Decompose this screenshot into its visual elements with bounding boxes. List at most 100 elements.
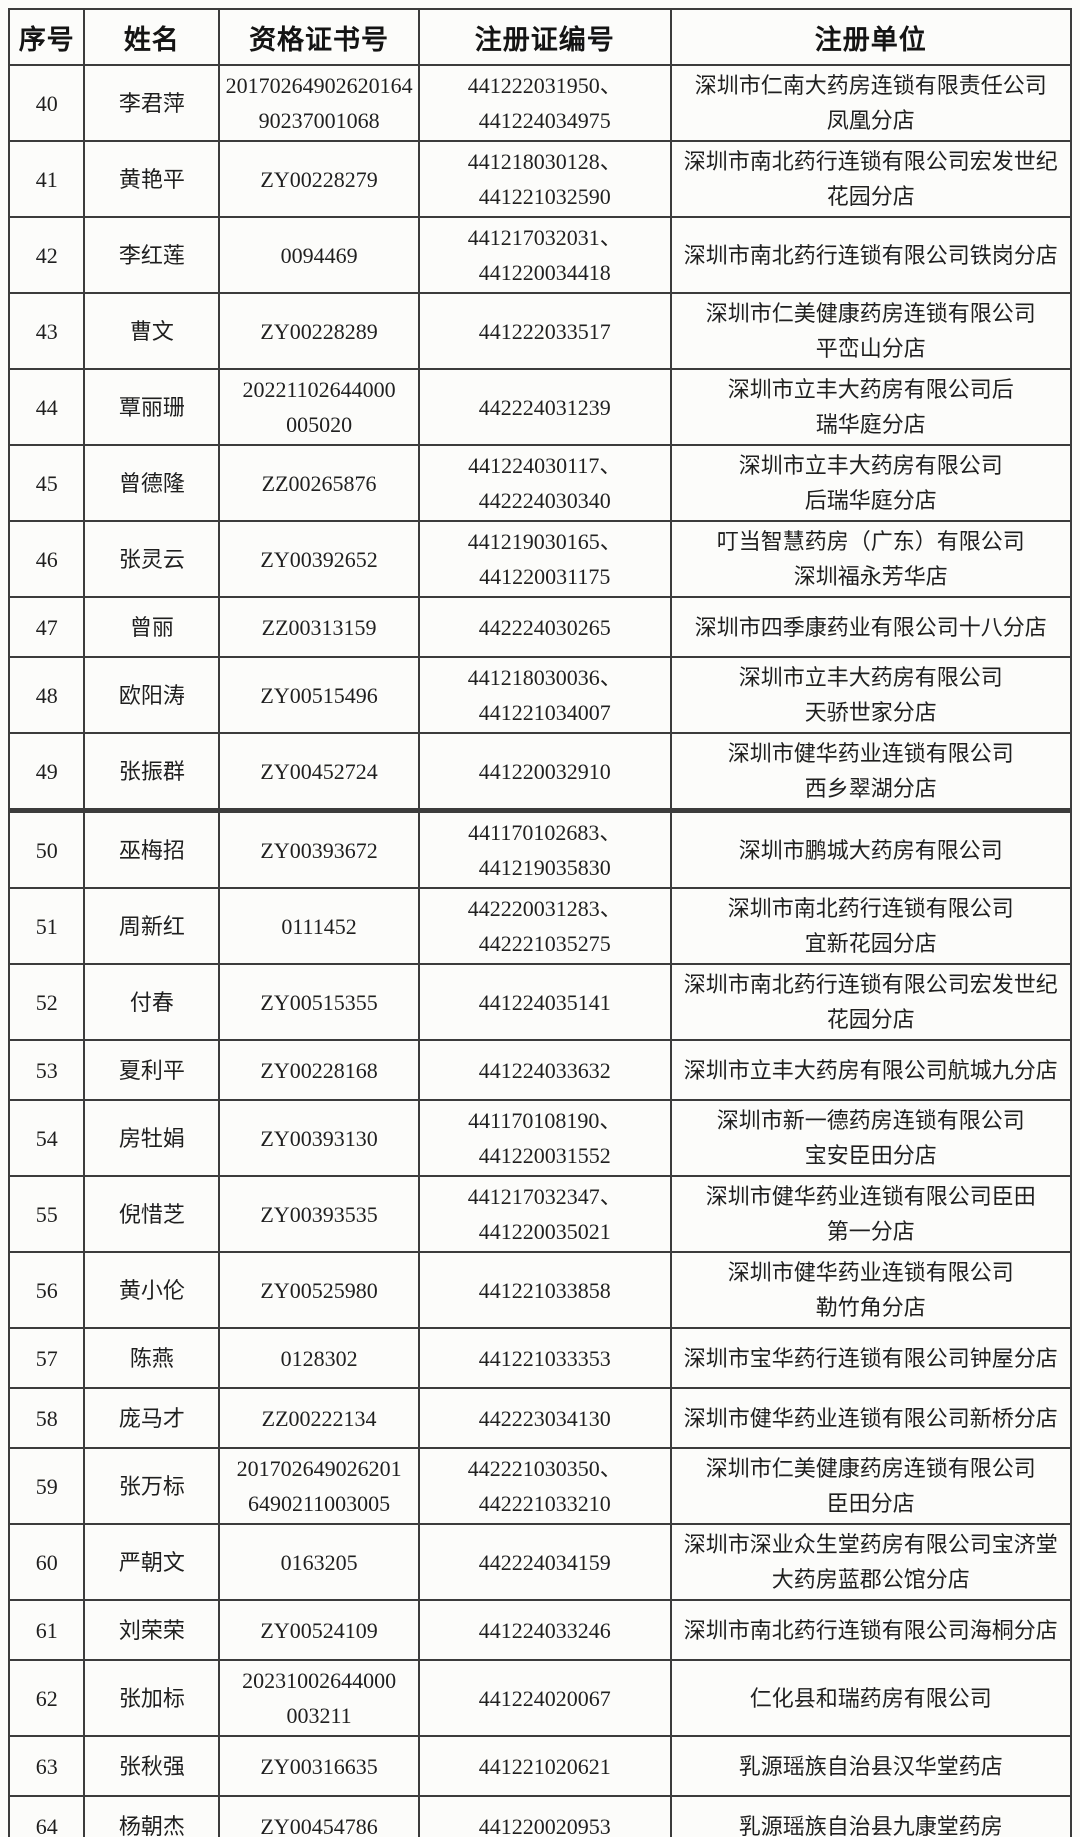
cell-text-line: 003211 bbox=[286, 1703, 352, 1728]
cell-text-line: 宝安臣田分店 bbox=[804, 1143, 937, 1168]
cell-serial-number: 46 bbox=[7, 520, 86, 598]
cell-name: 张万标 bbox=[83, 1447, 221, 1525]
cell-registration-number: 442224030265 bbox=[417, 596, 672, 658]
cell-registration-unit: 深圳市仁美健康药房连锁有限公司 平峦山分店 bbox=[669, 292, 1073, 370]
cell-text-line: 后瑞华庭分店 bbox=[804, 488, 937, 513]
table-row: 55 倪惜芝 ZY00393535 441217032347、 441220035021… bbox=[7, 1175, 1073, 1253]
cell-text-line: 59 bbox=[35, 1473, 58, 1499]
cell-text-line: 张加标 bbox=[118, 1685, 185, 1711]
cell-text-line: ZY00392652 bbox=[260, 546, 378, 572]
cell-text-line: 付春 bbox=[129, 989, 174, 1015]
cell-text-line: 深圳市南北药行连锁有限公司海桐分店 bbox=[683, 1617, 1058, 1643]
cell-registration-unit: 深圳市南北药行连锁有限公司海桐分店 bbox=[669, 1599, 1073, 1661]
table-row: 61 刘荣荣 ZY00524109 441224033246 深圳市南北药行连锁有限公司… bbox=[7, 1599, 1073, 1661]
cell-text-line: 441221034007 bbox=[478, 700, 611, 725]
cell-text-line: 40 bbox=[35, 90, 58, 116]
cell-name: 欧阳涛 bbox=[83, 656, 221, 734]
cell-serial-number: 48 bbox=[7, 656, 86, 734]
cell-certificate-number: ZY00228289 bbox=[218, 292, 420, 370]
cell-text-line: 庞马才 bbox=[118, 1405, 185, 1431]
table-row: 58 庞马才 ZZ00222134 442223034130 深圳市健华药业连锁有限公司… bbox=[7, 1387, 1073, 1449]
cell-registration-unit: 深圳市健华药业连锁有限公司 勒竹角分店 bbox=[669, 1251, 1073, 1329]
cell-text-line: ZY00393130 bbox=[260, 1125, 378, 1151]
cell-serial-number: 45 bbox=[7, 444, 86, 522]
cell-serial-number: 40 bbox=[7, 64, 86, 142]
cell-name: 张秋强 bbox=[83, 1735, 221, 1797]
cell-text-line: 441220031552 bbox=[478, 1143, 611, 1168]
cell-text-line: 442223034130 bbox=[478, 1405, 611, 1431]
cell-text-line: 441217032031、 bbox=[467, 225, 622, 250]
cell-registration-number: 441218030036、 441221034007 bbox=[417, 656, 672, 734]
cell-name: 曹文 bbox=[83, 292, 221, 370]
cell-registration-number: 441220020953 bbox=[417, 1795, 672, 1837]
cell-certificate-number: 0111452 bbox=[218, 887, 420, 965]
cell-text-line: 凤凰分店 bbox=[826, 108, 915, 133]
cell-text-line: 442220031283、 bbox=[467, 896, 622, 921]
cell-text-line: 黄小伦 bbox=[118, 1277, 185, 1303]
cell-text-line: 房牡娟 bbox=[118, 1125, 185, 1151]
cell-serial-number: 47 bbox=[7, 596, 86, 658]
cell-text-line: 曾丽 bbox=[129, 614, 174, 640]
cell-registration-unit: 深圳市立丰大药房有限公司后瑞华庭分店 bbox=[669, 368, 1073, 446]
cell-serial-number: 52 bbox=[7, 963, 86, 1041]
table-row: 60 严朝文 0163205 442224034159 深圳市深业众生堂药房有限公司宝济… bbox=[7, 1523, 1073, 1601]
cell-certificate-number: ZY00393130 bbox=[218, 1099, 420, 1177]
cell-serial-number: 62 bbox=[7, 1659, 86, 1737]
cell-registration-number: 442224031239 bbox=[417, 368, 672, 446]
cell-registration-unit: 仁化县和瑞药房有限公司 bbox=[669, 1659, 1073, 1737]
cell-text-line: 441220034418 bbox=[478, 260, 611, 285]
column-header-3: 注册证编号 bbox=[417, 8, 672, 66]
cell-registration-number: 441224030117、 442224030340 bbox=[417, 444, 672, 522]
cell-text-line: 60 bbox=[35, 1549, 58, 1575]
cell-text-line: 45 bbox=[35, 470, 58, 496]
cell-text-line: ZZ00265876 bbox=[261, 470, 377, 496]
cell-name: 曾丽 bbox=[83, 596, 221, 658]
cell-text-line: 严朝文 bbox=[118, 1549, 185, 1575]
cell-text-line: 曾德隆 bbox=[118, 470, 185, 496]
table-row: 42 李红莲 0094469 441217032031、 441220034418 深圳市… bbox=[7, 216, 1073, 294]
cell-registration-number: 441219030165、 441220031175 bbox=[417, 520, 672, 598]
cell-text-line: 20221102644000 bbox=[242, 377, 396, 402]
table-row: 47 曾丽 ZZ00313159 442224030265 深圳市四季康药业有限公司十八… bbox=[7, 596, 1073, 658]
cell-text-line: 441220035021 bbox=[478, 1219, 611, 1244]
cell-text-line: ZZ00222134 bbox=[261, 1405, 377, 1431]
cell-text-line: 442224031239 bbox=[478, 394, 611, 420]
cell-text-line: 6490211003005 bbox=[247, 1491, 391, 1516]
cell-text-line: ZY00515496 bbox=[260, 682, 378, 708]
cell-text-line: 41 bbox=[35, 166, 58, 192]
cell-certificate-number: 20170264902620164 90237001068 bbox=[218, 64, 420, 142]
cell-certificate-number: 20231002644000 003211 bbox=[218, 1659, 420, 1737]
cell-registration-unit: 深圳市鹏城大药房有限公司 bbox=[669, 809, 1073, 889]
cell-name: 严朝文 bbox=[83, 1523, 221, 1601]
cell-text-line: 52 bbox=[35, 989, 58, 1015]
cell-text-line: 64 bbox=[35, 1813, 58, 1837]
cell-registration-number: 441224020067 bbox=[417, 1659, 672, 1737]
cell-name: 夏利平 bbox=[83, 1039, 221, 1101]
cell-serial-number: 42 bbox=[7, 216, 86, 294]
cell-text-line: 覃丽珊 bbox=[118, 394, 185, 420]
cell-text-line: 杨朝杰 bbox=[118, 1813, 185, 1837]
cell-registration-number: 441222031950、 441224034975 bbox=[417, 64, 672, 142]
cell-text-line: 瑞华庭分店 bbox=[815, 412, 926, 437]
cell-serial-number: 60 bbox=[7, 1523, 86, 1601]
cell-serial-number: 41 bbox=[7, 140, 86, 218]
table-row: 41 黄艳平 ZY00228279 441218030128、 441221032590… bbox=[7, 140, 1073, 218]
cell-text-line: 深圳市南北药行连锁有限公司铁岗分店 bbox=[683, 242, 1058, 268]
column-header-4: 注册单位 bbox=[669, 8, 1073, 66]
cell-text-line: 56 bbox=[35, 1277, 58, 1303]
cell-registration-number: 441170108190、 441220031552 bbox=[417, 1099, 672, 1177]
cell-text-line: ZY00525980 bbox=[260, 1277, 378, 1303]
cell-certificate-number: 0128302 bbox=[218, 1327, 420, 1389]
cell-registration-unit: 深圳市立丰大药房有限公司航城九分店 bbox=[669, 1039, 1073, 1101]
cell-name: 房牡娟 bbox=[83, 1099, 221, 1177]
cell-certificate-number: 20221102644000 005020 bbox=[218, 368, 420, 446]
cell-text-line: 441224034975 bbox=[478, 108, 611, 133]
cell-name: 庞马才 bbox=[83, 1387, 221, 1449]
table-row: 45 曾德隆 ZZ00265876 441224030117、 442224030340… bbox=[7, 444, 1073, 522]
cell-serial-number: 43 bbox=[7, 292, 86, 370]
cell-text-line: ZY00515355 bbox=[260, 989, 378, 1015]
cell-text-line: 第一分店 bbox=[826, 1219, 915, 1244]
cell-registration-number: 441224033632 bbox=[417, 1039, 672, 1101]
cell-serial-number: 55 bbox=[7, 1175, 86, 1253]
cell-text-line: 61 bbox=[35, 1617, 58, 1643]
